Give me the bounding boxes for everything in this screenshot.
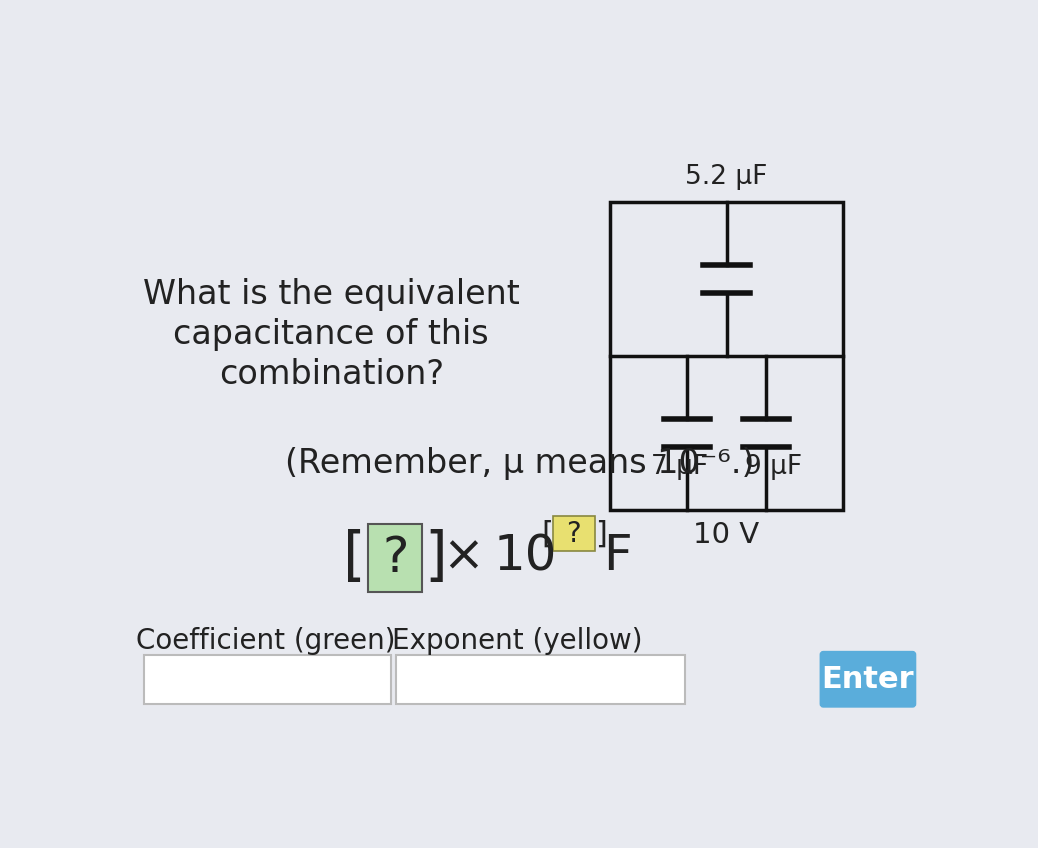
Text: F: F xyxy=(604,532,632,580)
Text: ]: ] xyxy=(595,519,606,548)
Text: ?: ? xyxy=(567,520,581,548)
Text: [: [ xyxy=(344,529,366,587)
Text: combination?: combination? xyxy=(219,358,444,391)
FancyBboxPatch shape xyxy=(395,655,685,704)
Text: What is the equivalent: What is the equivalent xyxy=(143,278,520,310)
Text: 7 μF: 7 μF xyxy=(651,455,708,481)
Text: ×: × xyxy=(442,532,484,580)
Text: Exponent (yellow): Exponent (yellow) xyxy=(392,627,643,655)
Text: (Remember, μ means 10⁻⁶.): (Remember, μ means 10⁻⁶.) xyxy=(284,447,755,480)
Text: 9 μF: 9 μF xyxy=(745,455,802,481)
FancyBboxPatch shape xyxy=(820,651,916,707)
Text: [: [ xyxy=(541,519,553,548)
Text: 5.2 μF: 5.2 μF xyxy=(685,165,768,190)
Text: 10: 10 xyxy=(493,532,556,580)
FancyBboxPatch shape xyxy=(143,655,391,704)
Text: ]: ] xyxy=(425,529,447,587)
Text: ?: ? xyxy=(382,534,408,582)
FancyBboxPatch shape xyxy=(368,524,421,592)
Bar xyxy=(610,202,843,510)
FancyBboxPatch shape xyxy=(553,516,595,551)
Text: 10 V: 10 V xyxy=(693,522,760,550)
Text: capacitance of this: capacitance of this xyxy=(173,318,489,351)
Text: Coefficient (green): Coefficient (green) xyxy=(136,627,395,655)
Text: Enter: Enter xyxy=(821,665,913,694)
